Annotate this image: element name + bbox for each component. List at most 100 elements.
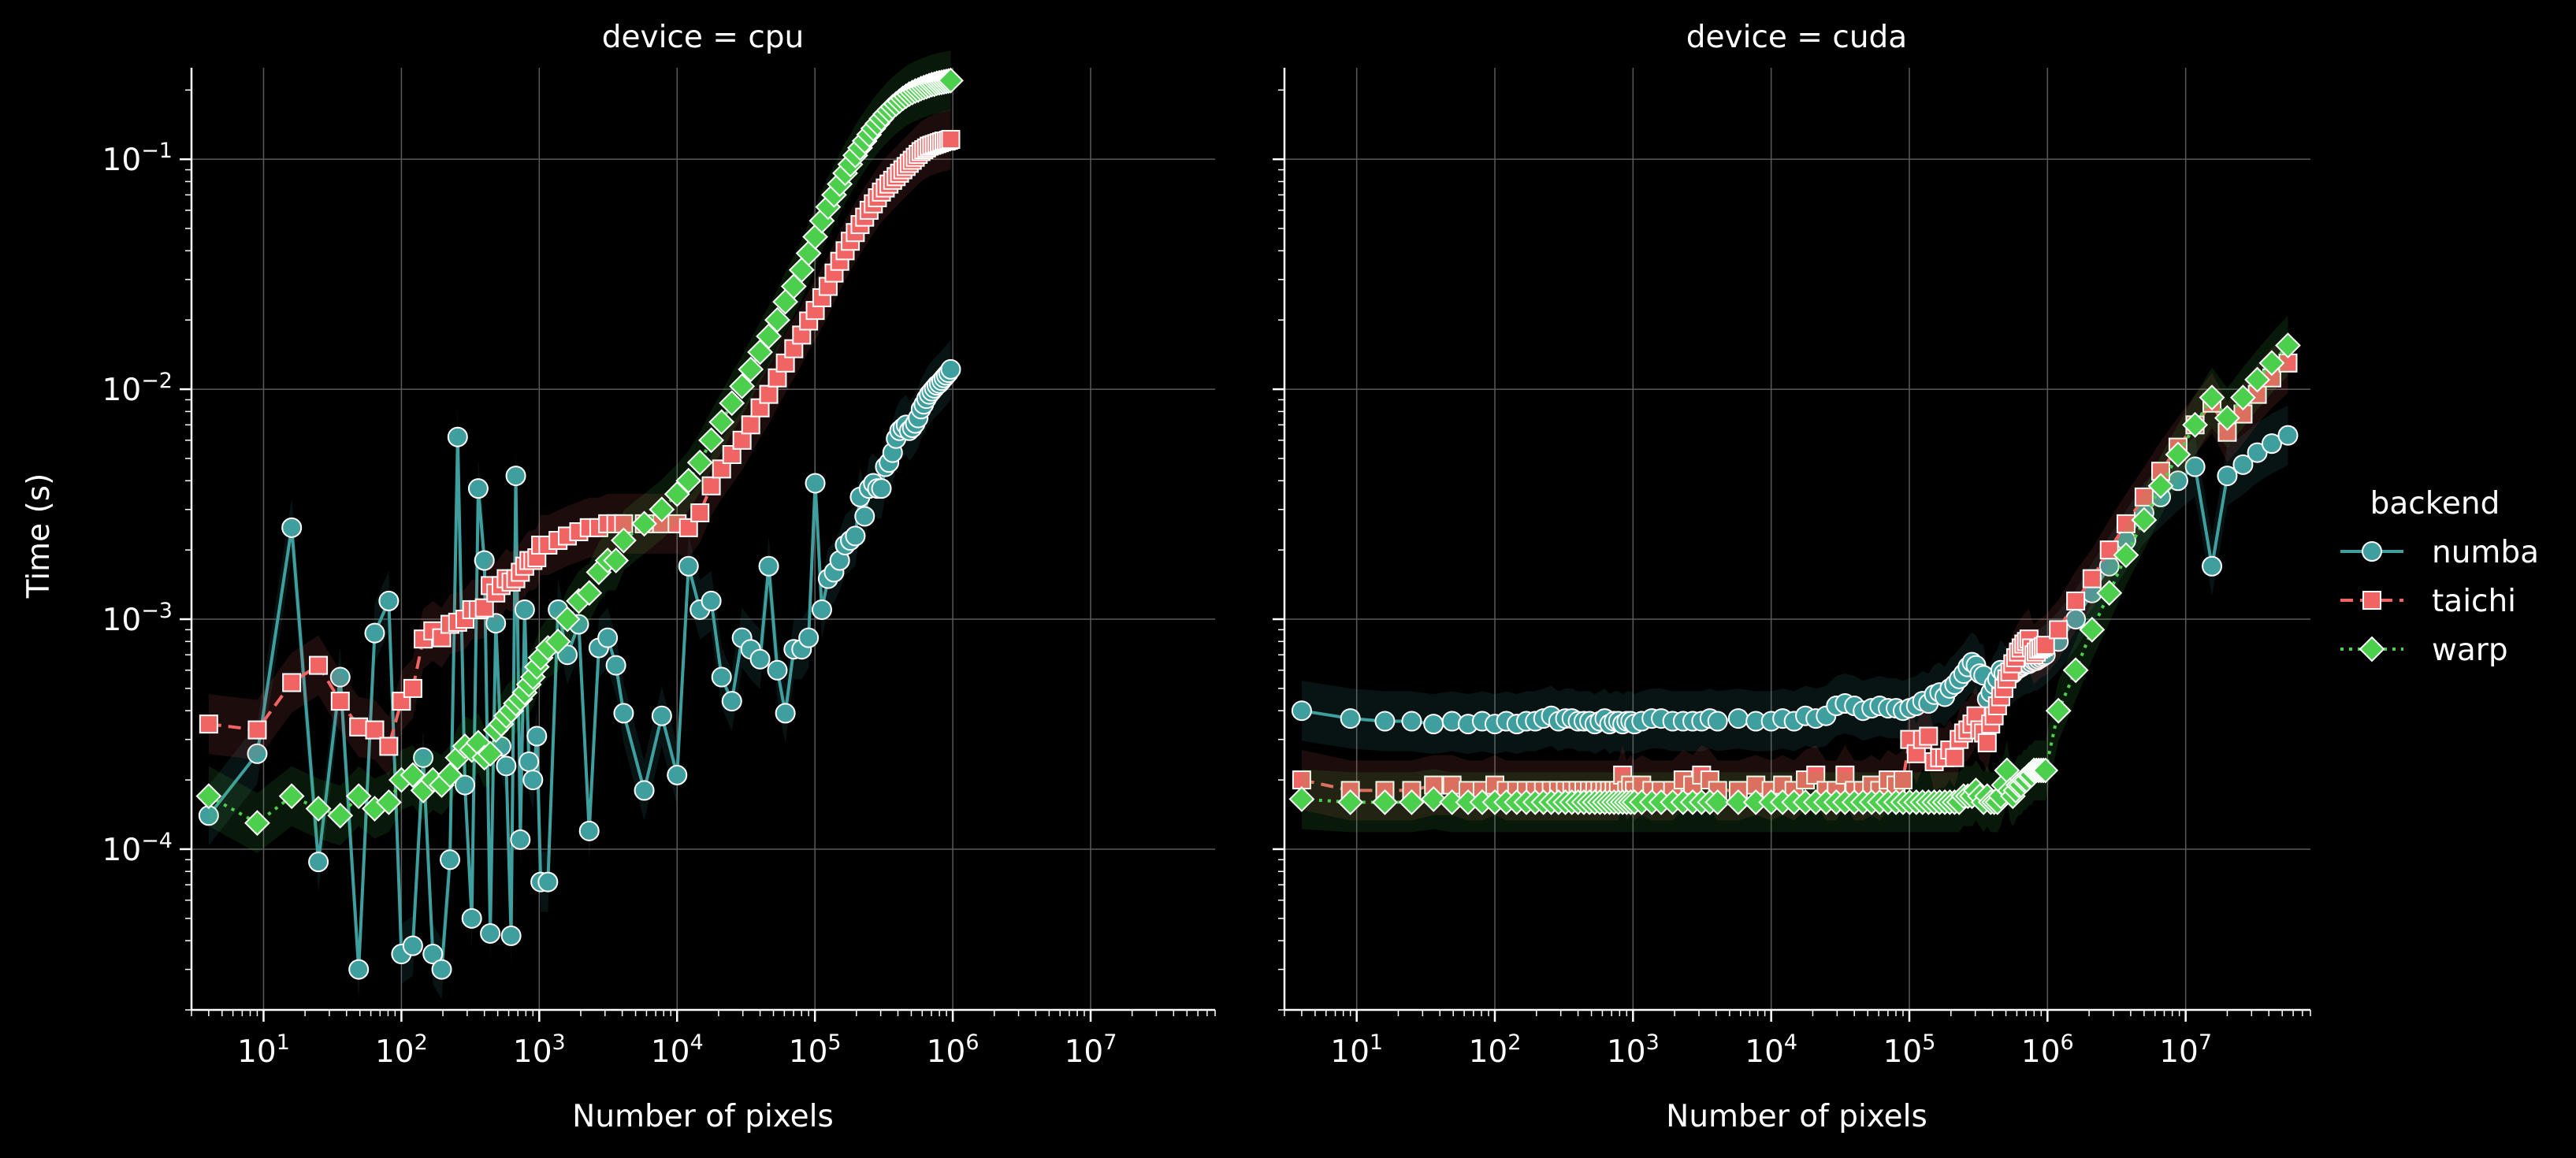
data-point-taichi [2099, 540, 2119, 560]
data-point-warp [719, 390, 745, 417]
data-point-numba [701, 590, 722, 611]
data-point-warp [2032, 757, 2059, 784]
data-point-numba [474, 550, 495, 571]
x-tick-label-exponent: 3 [552, 1030, 566, 1055]
data-point-taichi [1806, 765, 1826, 785]
x-tick-label-base: 10 [1745, 1034, 1784, 1070]
x-tick-label-exponent: 2 [1507, 1030, 1521, 1055]
data-point-numba [798, 627, 820, 648]
x-tick-label-base: 10 [651, 1034, 690, 1070]
x-tick-label-base: 10 [927, 1034, 966, 1070]
data-point-numba [2232, 454, 2254, 475]
data-point-warp [305, 796, 332, 822]
data-point-numba [329, 666, 351, 688]
x-tick-label-base: 10 [237, 1034, 277, 1070]
data-point-numba [678, 555, 699, 577]
series-numba [198, 339, 961, 1000]
data-point-taichi [1893, 770, 1912, 790]
data-point-numba [1423, 714, 1444, 735]
x-tick-label-base: 10 [1469, 1034, 1508, 1070]
data-point-numba [505, 466, 526, 487]
data-point-warp [631, 510, 657, 537]
data-point-numba [281, 517, 303, 538]
data-point-numba [485, 613, 507, 634]
x-tick-label-exponent: 1 [1370, 1030, 1383, 1055]
data-point-numba [805, 473, 826, 494]
data-point-taichi [678, 518, 698, 537]
data-point-warp [345, 783, 372, 810]
panel-cuda: 101 102 103 104 105 106 107 [1273, 68, 2311, 1070]
data-point-warp [1288, 786, 1315, 812]
data-point-warp [686, 449, 713, 476]
data-point-taichi [701, 476, 721, 495]
data-point-numba [514, 599, 535, 620]
data-point-numba [1401, 711, 1422, 732]
data-point-taichi [1919, 726, 1939, 746]
x-tick-label: 107 [1065, 1030, 1117, 1070]
data-point-numba [378, 590, 400, 611]
data-point-warp [729, 373, 756, 399]
data-point-taichi [247, 720, 267, 740]
x-tick-label-exponent: 1 [277, 1030, 290, 1055]
x-tick-label-base: 10 [375, 1034, 414, 1070]
data-point-warp [1372, 789, 1398, 815]
data-point-numba [413, 747, 434, 768]
x-tick-label: 104 [1745, 1030, 1797, 1070]
data-point-numba [308, 852, 329, 873]
data-point-taichi [474, 598, 494, 618]
data-point-numba [467, 478, 489, 499]
data-point-numba [775, 703, 796, 724]
data-point-numba [364, 622, 385, 644]
series-warp [1288, 315, 2301, 833]
legend-entry-numba: numba [2340, 535, 2539, 570]
data-point-numba [758, 555, 779, 577]
data-point-numba [480, 922, 501, 944]
x-tick-label-exponent: 6 [2061, 1030, 2074, 1055]
data-point-warp [2275, 332, 2301, 358]
data-point-numba [811, 599, 832, 620]
data-point-warp [278, 783, 305, 810]
x-tick-label-base: 10 [789, 1034, 828, 1070]
data-point-warp [2230, 384, 2256, 411]
data-point-warp [2199, 384, 2225, 411]
data-point-numba [634, 780, 655, 801]
data-point-warp [477, 740, 504, 767]
data-point-taichi [759, 384, 779, 404]
data-point-taichi [199, 714, 218, 734]
data-point-numba [605, 655, 626, 676]
data-point-warp [1399, 789, 1425, 815]
data-point-numba [522, 770, 544, 791]
data-point-taichi [379, 737, 399, 756]
y-axis-label: Time (s) [21, 473, 57, 599]
data-point-numba [500, 925, 522, 946]
confidence-band-warp [1301, 315, 2288, 833]
x-tick-label-exponent: 4 [1784, 1030, 1797, 1055]
data-point-numba [510, 829, 531, 850]
data-point-numba [247, 743, 268, 764]
data-point-taichi [741, 415, 760, 435]
y-tick-label-base: 10 [102, 833, 142, 868]
data-point-warp [938, 67, 964, 94]
legend: backend numba taichi warp [2340, 486, 2539, 668]
data-point-warp [675, 467, 702, 494]
y-tick-label-exponent: −2 [141, 369, 173, 393]
y-tick-label: 10−2 [102, 369, 173, 408]
data-point-warp [1337, 789, 1364, 815]
data-point-warp [437, 762, 463, 789]
data-point-warp [764, 306, 790, 333]
legend-label-warp: warp [2432, 633, 2508, 668]
data-point-warp [1704, 789, 1731, 815]
data-point-numba [537, 871, 559, 893]
x-tick-label-base: 10 [1607, 1034, 1646, 1070]
x-tick-label: 105 [1883, 1030, 1936, 1070]
x-tick-label: 101 [237, 1030, 290, 1070]
data-point-taichi [2035, 636, 2055, 655]
data-point-taichi [941, 129, 961, 149]
y-tick-label: 10−1 [102, 139, 173, 178]
y-tick-label-exponent: −4 [141, 829, 173, 853]
data-point-numba [557, 644, 578, 666]
data-point-taichi [712, 459, 731, 479]
y-tick-label-base: 10 [102, 373, 142, 408]
data-point-numba [439, 849, 460, 870]
